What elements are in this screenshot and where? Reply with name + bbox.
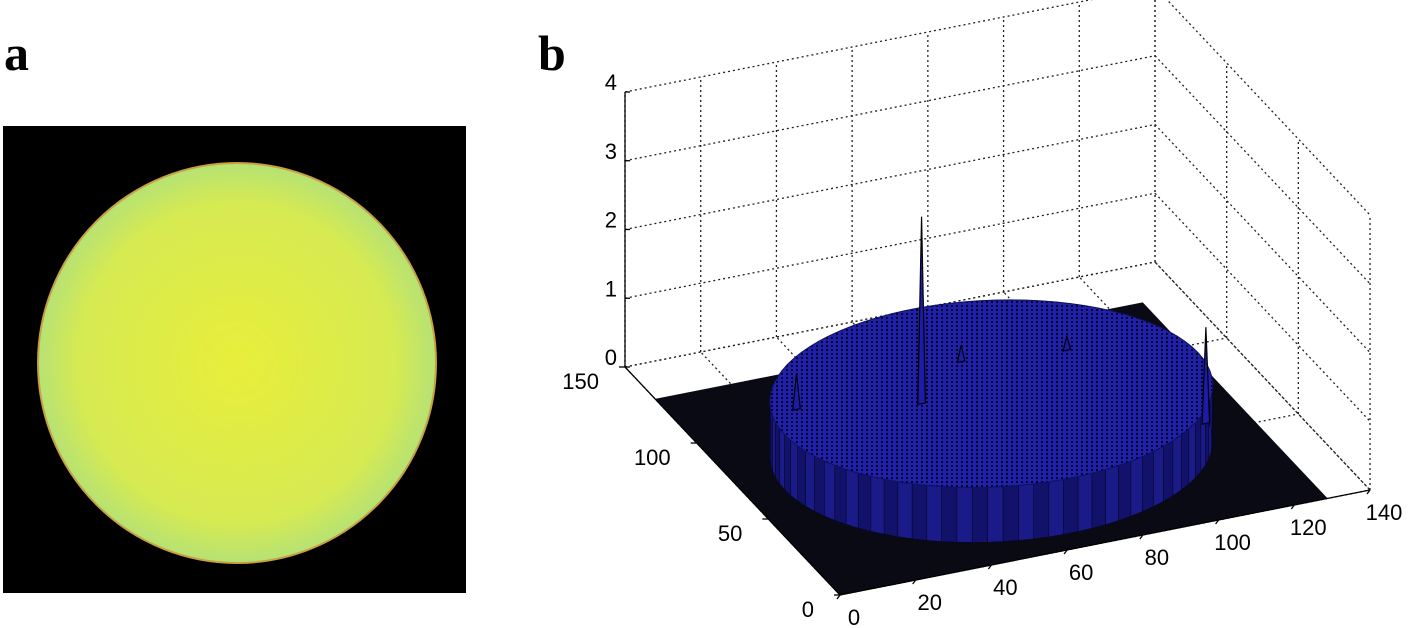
y-tick-label: 0 bbox=[802, 597, 814, 622]
z-tick-label: 0 bbox=[605, 345, 617, 370]
z-tick-label: 2 bbox=[605, 208, 617, 233]
z-tick-label: 3 bbox=[605, 139, 617, 164]
z-tick-label: 1 bbox=[605, 276, 617, 301]
surface-side bbox=[911, 483, 928, 541]
surface-side bbox=[1163, 440, 1174, 502]
surface-top bbox=[769, 299, 1214, 488]
surface-side bbox=[1172, 434, 1182, 497]
z-tick-label: 4 bbox=[605, 70, 617, 95]
x-tick bbox=[836, 594, 841, 600]
x-tick-label: 0 bbox=[848, 605, 860, 628]
x-tick bbox=[987, 564, 992, 570]
surface-side bbox=[814, 455, 825, 517]
surface-side bbox=[770, 409, 773, 472]
surface-side bbox=[1063, 476, 1079, 535]
surface-side bbox=[1033, 481, 1050, 540]
grid-line bbox=[1154, 192, 1371, 422]
surface-spike bbox=[1201, 327, 1211, 425]
surface-side bbox=[956, 486, 973, 543]
surface-spike bbox=[792, 373, 801, 411]
surface-side bbox=[784, 434, 791, 496]
surface-spike bbox=[917, 216, 926, 406]
surface-side bbox=[1002, 485, 1019, 542]
surface-side bbox=[772, 416, 776, 478]
grid-line bbox=[1154, 55, 1371, 285]
surface-side bbox=[1091, 469, 1106, 529]
surface-side bbox=[1105, 465, 1119, 525]
x-tick-label: 40 bbox=[993, 575, 1017, 600]
x-tick bbox=[1215, 519, 1220, 525]
surface-side bbox=[1018, 483, 1035, 541]
grid-line bbox=[1154, 124, 1371, 353]
x-tick-label: 20 bbox=[917, 590, 941, 615]
surface-side bbox=[1195, 415, 1202, 479]
surface-side bbox=[1130, 456, 1143, 517]
surface-side bbox=[834, 465, 847, 525]
surface-side bbox=[1181, 428, 1190, 491]
x-tick bbox=[1290, 504, 1295, 510]
surface-side bbox=[779, 427, 785, 491]
grid-line bbox=[624, 123, 1156, 231]
x-tick-label: 60 bbox=[1069, 560, 1093, 585]
surface-side bbox=[824, 460, 836, 521]
x-axis bbox=[839, 489, 1371, 596]
surface-side bbox=[987, 486, 1004, 543]
y-tick-label: 100 bbox=[634, 445, 671, 470]
surface-side bbox=[897, 481, 913, 540]
surface-side bbox=[1188, 422, 1196, 485]
surface-side bbox=[1077, 472, 1093, 532]
surface-side bbox=[1153, 445, 1164, 507]
panel-label: a bbox=[4, 25, 29, 81]
image-disc bbox=[37, 162, 437, 564]
surface-side bbox=[941, 486, 958, 543]
grid-line bbox=[1166, 0, 1371, 216]
surface-side bbox=[857, 472, 872, 532]
x-tick bbox=[1063, 549, 1068, 555]
x-tick-label: 120 bbox=[1290, 515, 1327, 540]
surface-side bbox=[797, 445, 806, 507]
y-axis bbox=[624, 366, 841, 596]
grid-line bbox=[624, 192, 1156, 299]
x-tick bbox=[1139, 534, 1144, 540]
grid-line bbox=[1154, 261, 1371, 491]
surface-side bbox=[926, 485, 942, 542]
surface-side bbox=[870, 476, 885, 535]
surface-side bbox=[845, 469, 859, 529]
surface-side bbox=[805, 450, 815, 512]
y-tick-label: 150 bbox=[562, 369, 599, 394]
x-tick bbox=[1366, 489, 1371, 495]
x-tick-label: 100 bbox=[1214, 530, 1251, 555]
x-tick bbox=[912, 579, 917, 585]
surface-side bbox=[1142, 451, 1154, 512]
surface-spike bbox=[956, 344, 966, 364]
surface-side bbox=[883, 478, 899, 538]
surface-side bbox=[790, 439, 798, 502]
surface-side bbox=[775, 421, 780, 485]
y-tick-label: 50 bbox=[718, 521, 742, 546]
grid-line bbox=[624, 0, 1093, 93]
panel-label: b bbox=[538, 25, 566, 81]
surface-side bbox=[971, 486, 988, 543]
surface-side bbox=[1118, 460, 1132, 521]
x-tick-label: 140 bbox=[1366, 500, 1403, 525]
grid-line bbox=[624, 55, 1156, 162]
x-tick-label: 80 bbox=[1145, 545, 1169, 570]
surface-side bbox=[1048, 479, 1064, 538]
surface-spike bbox=[1062, 334, 1072, 352]
